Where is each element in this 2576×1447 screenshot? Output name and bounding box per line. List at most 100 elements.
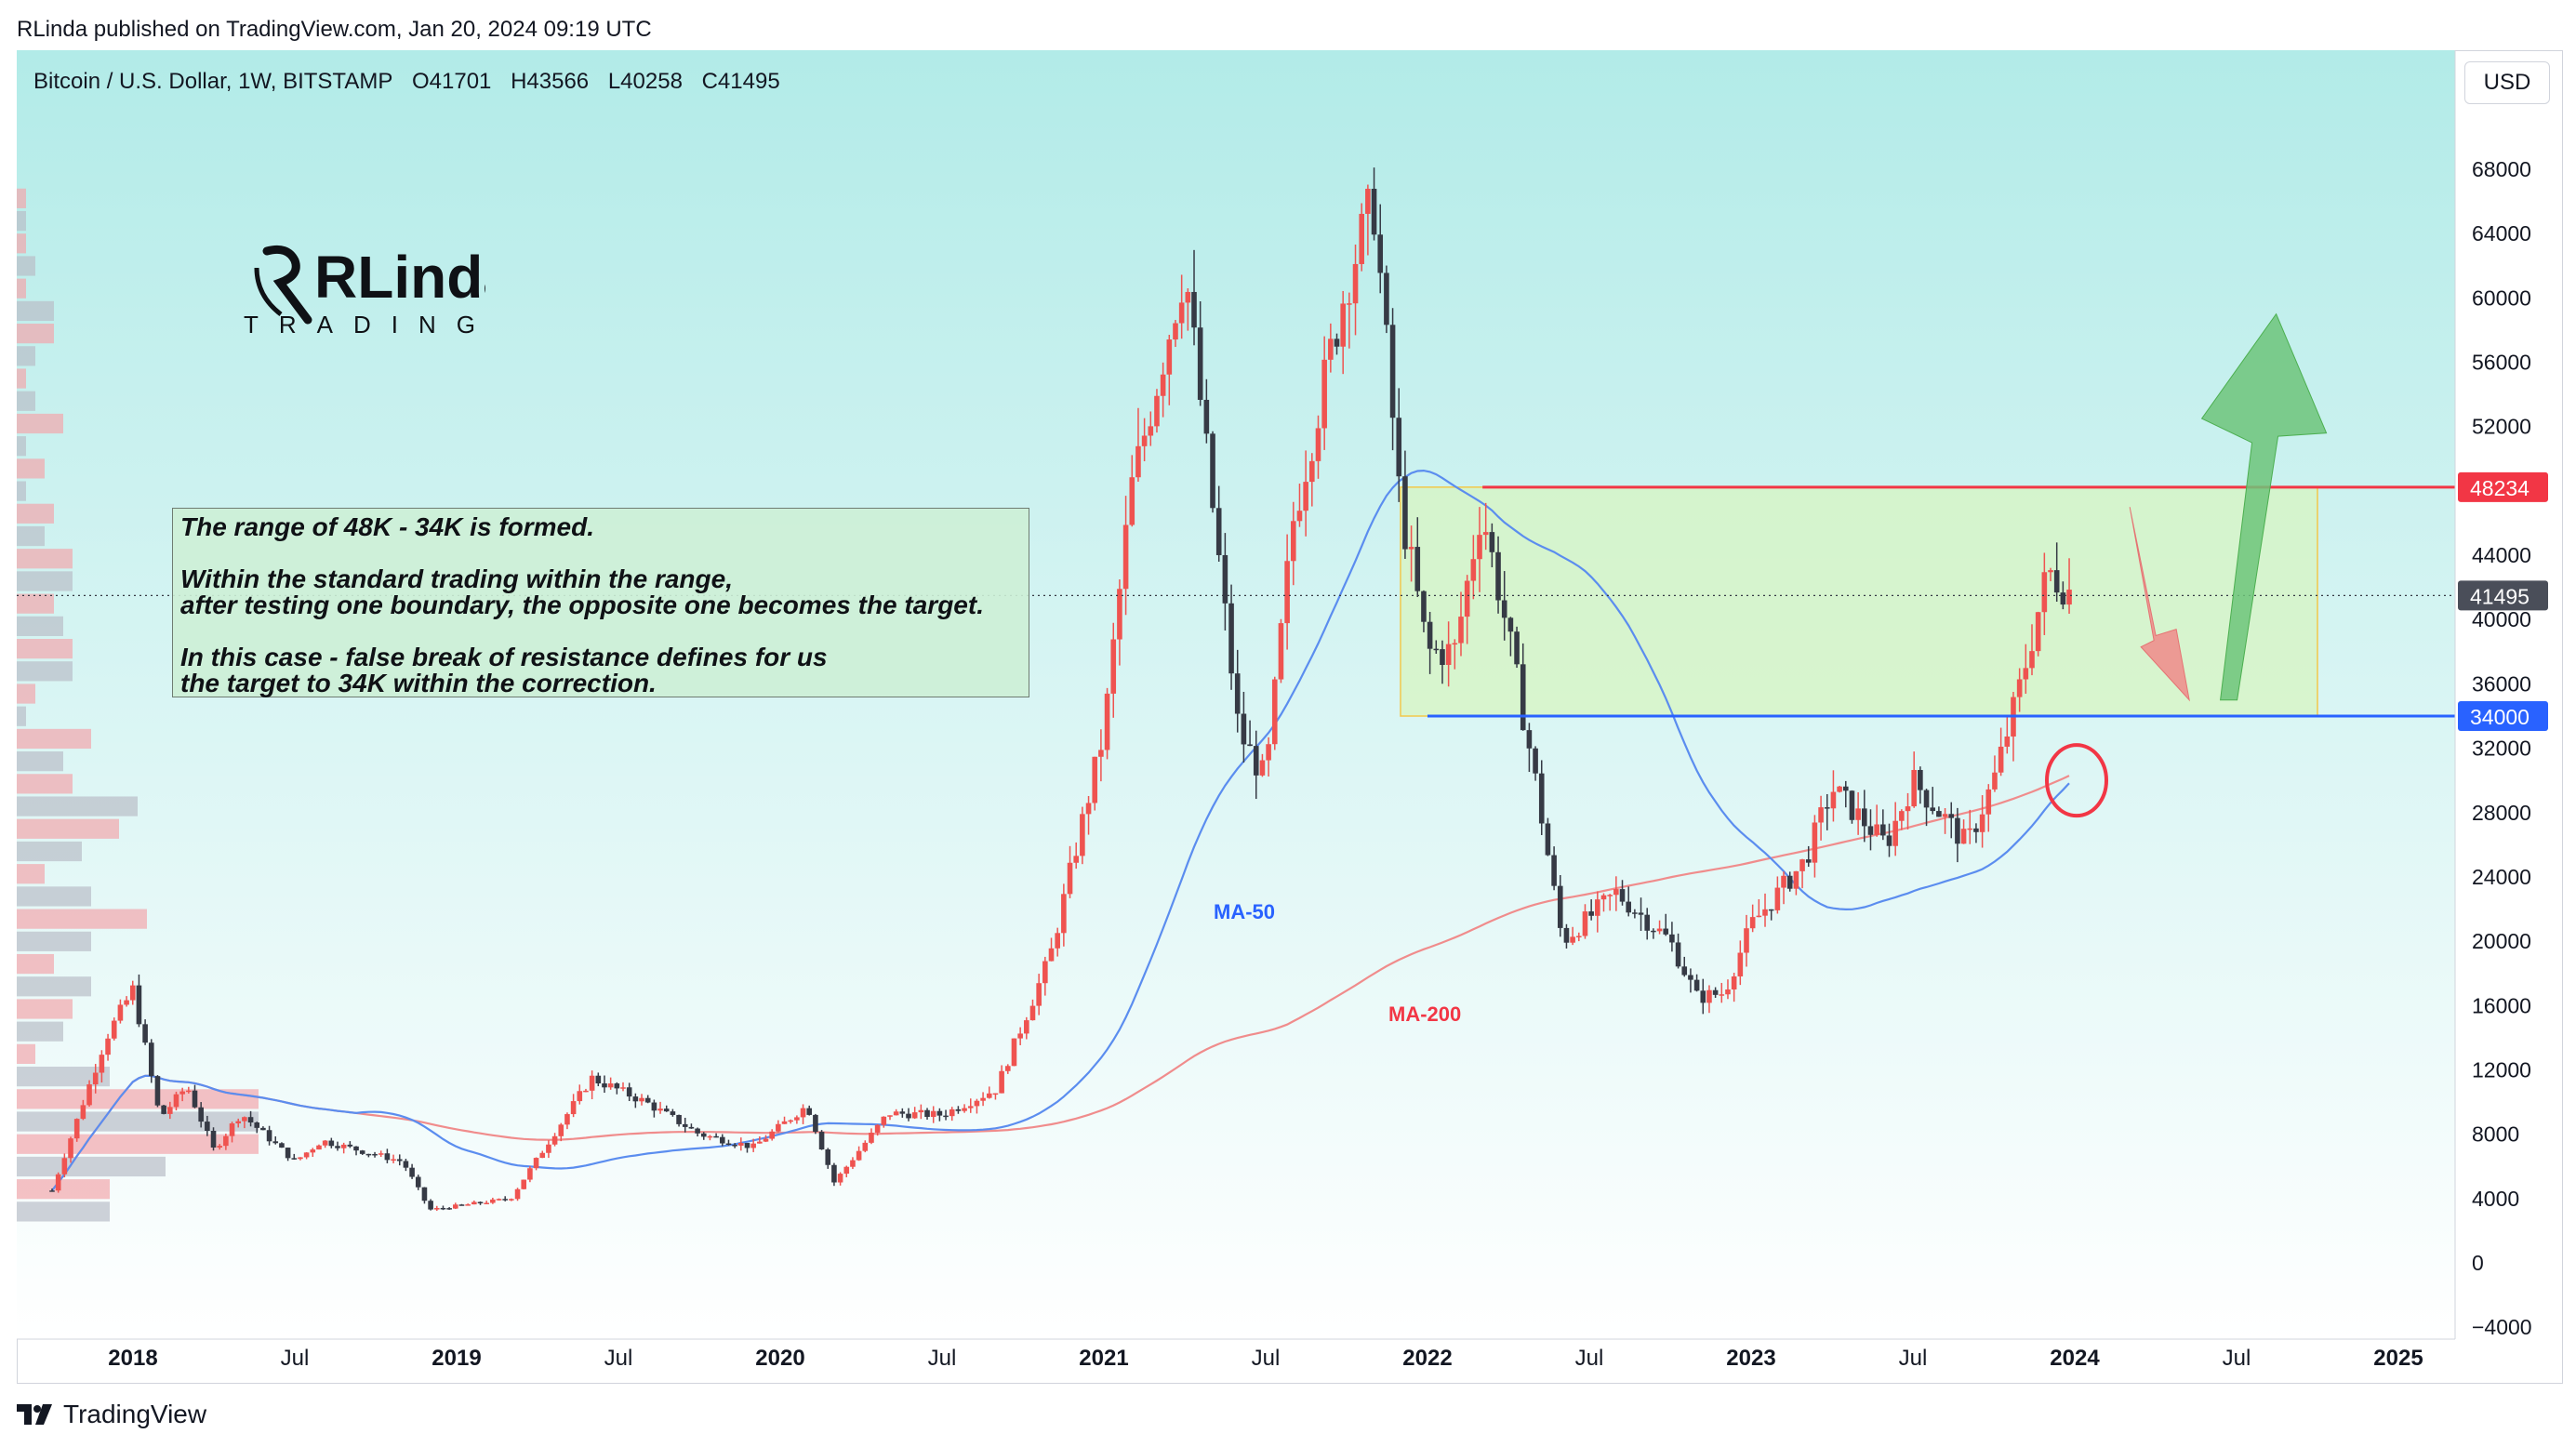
candle-body: [589, 1075, 595, 1091]
volume-profile-bar: [17, 1111, 259, 1132]
candle-body: [1092, 756, 1098, 803]
y-tick-label: 0: [2472, 1251, 2484, 1275]
candle-body: [1203, 399, 1210, 434]
candle-body: [732, 1145, 737, 1147]
tradingview-brand[interactable]: TradingView: [17, 1400, 206, 1429]
candle-body: [167, 1107, 173, 1114]
currency-button[interactable]: USD: [2464, 61, 2550, 104]
candle-body: [1421, 591, 1427, 622]
candle-body: [1296, 511, 1303, 522]
candle-body: [465, 1204, 471, 1206]
candle-body: [1067, 862, 1073, 895]
candle-body: [1538, 773, 1545, 824]
candle-body: [1526, 730, 1533, 749]
candle-body: [1663, 928, 1669, 935]
candle-body: [2041, 572, 2048, 613]
candle-body: [1651, 930, 1656, 933]
candle-body: [1117, 589, 1122, 640]
candle-body: [1862, 808, 1867, 827]
candle-body: [192, 1090, 198, 1108]
candle-body: [1911, 769, 1917, 807]
volume-profile-bar: [17, 864, 45, 884]
candle-body: [570, 1101, 577, 1115]
last-price-tag: 41495: [2470, 584, 2530, 608]
candle-body: [1626, 901, 1631, 913]
candle-body: [2035, 612, 2041, 652]
candle-body: [688, 1126, 695, 1129]
candle-body: [409, 1167, 415, 1177]
candle-body: [1011, 1038, 1017, 1067]
volume-profile-bar: [17, 638, 73, 659]
candle-body: [161, 1105, 166, 1114]
candle-body: [217, 1146, 222, 1148]
false-break-circle: [2045, 743, 2108, 818]
candle-body: [1855, 808, 1861, 820]
last-price-tag-bg: [2458, 580, 2548, 611]
volume-profile-bar: [17, 1067, 110, 1087]
candle-body: [843, 1166, 850, 1175]
candle-body: [1918, 769, 1923, 790]
candle-body: [607, 1083, 614, 1088]
x-tick-label: 2021: [1079, 1346, 1128, 1371]
candle-body: [1303, 482, 1308, 511]
candle-body: [490, 1199, 496, 1203]
candle-body: [1495, 551, 1501, 601]
note-line: the target to 34K within the correction.: [180, 669, 657, 697]
candle-body: [1681, 966, 1688, 976]
candle-body: [1669, 934, 1675, 943]
candle-body: [1389, 325, 1396, 418]
volume-profile-bar: [17, 571, 73, 591]
volume-profile-bar: [17, 931, 91, 951]
candle-body: [1837, 786, 1842, 792]
candle-body: [1595, 899, 1600, 916]
candle-body: [595, 1075, 602, 1084]
candle-body: [1619, 889, 1626, 902]
candle-body: [1656, 928, 1663, 932]
candle-body: [924, 1109, 930, 1118]
candle-body: [2053, 570, 2060, 593]
candle-body: [68, 1138, 73, 1159]
candle-body: [1514, 631, 1520, 665]
note-line: after testing one boundary, the opposite…: [180, 591, 984, 619]
candle-body: [86, 1084, 92, 1106]
candle-body: [1222, 554, 1228, 604]
candle-body: [509, 1199, 514, 1201]
candle-body: [831, 1164, 837, 1183]
volume-profile-bar: [17, 706, 26, 726]
ma-50-line: [51, 469, 2070, 1191]
volume-profile-bar: [17, 278, 26, 299]
ma-50-label: MA-50: [1214, 900, 1275, 923]
candle-body: [1930, 807, 1936, 812]
candle-body: [813, 1114, 818, 1133]
candle-body: [1867, 826, 1874, 835]
candle-body: [1029, 1005, 1036, 1021]
candle-body: [1985, 789, 1992, 815]
candle-body: [303, 1152, 310, 1158]
volume-profile-bar: [17, 909, 147, 929]
note-line: The range of 48K - 34K is formed.: [180, 512, 594, 541]
candle-body: [372, 1153, 378, 1156]
x-tick-label: Jul: [1899, 1346, 1928, 1371]
candle-body: [1278, 623, 1284, 680]
candle-body: [874, 1124, 881, 1133]
volume-profile-bar: [17, 458, 45, 479]
candle-body: [1215, 508, 1222, 555]
volume-profile-bar: [17, 841, 82, 862]
candle-body: [359, 1150, 365, 1154]
candle-body: [906, 1113, 911, 1119]
candle-body: [1173, 323, 1178, 340]
candle-body: [136, 985, 142, 1025]
analysis-note: The range of 48K - 34K is formed. Within…: [172, 508, 1029, 697]
candle-body: [551, 1135, 558, 1145]
y-tick-label: 44000: [2472, 543, 2531, 567]
candle-body: [1266, 744, 1271, 761]
candle-body: [1315, 428, 1321, 461]
candle-body: [967, 1106, 974, 1108]
candle-body: [446, 1208, 452, 1210]
candle-body: [111, 1020, 117, 1039]
x-tick-label: Jul: [1252, 1346, 1281, 1371]
y-tick-label: 20000: [2472, 929, 2531, 953]
candle-body: [1786, 875, 1793, 889]
candle-body: [1352, 263, 1359, 304]
